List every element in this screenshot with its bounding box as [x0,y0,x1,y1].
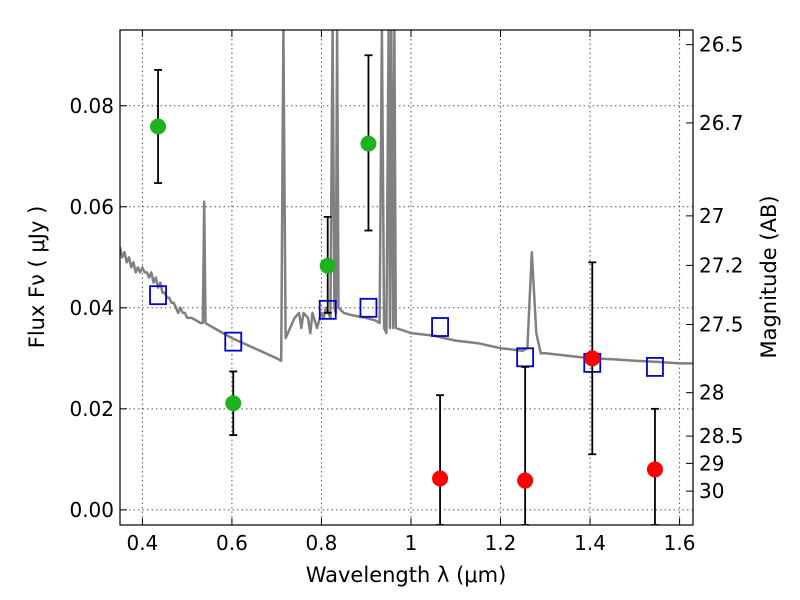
y-tick-label: 0.06 [69,195,114,219]
model-photometry-square [359,297,378,318]
right-tick-label: 28 [699,381,724,405]
y-tick-label: 0.00 [69,498,114,522]
x-tick-label: 1.6 [664,531,696,555]
nondetection-point [646,461,663,478]
right-tick-label: 26.7 [699,111,744,135]
y-tick-label: 0.08 [69,94,114,118]
detection-point [225,395,242,412]
right-tick-label: 27.2 [699,253,744,277]
right-tick-label: 27.5 [699,312,744,336]
nondetection-point [517,472,534,489]
axes: 0.4 0.6 0.8 1 1.2 1.4 1.6 0.00 0.02 0.04 0.06 0.08 2… [69,30,744,555]
grid-lines [120,30,693,525]
y-tick-label: 0.02 [69,397,114,421]
x-tick-label: 1.2 [485,531,517,555]
right-y-axis-label: Magnitude (AB) [757,195,781,358]
model-photometry-square [646,357,664,377]
detection-point [319,257,336,274]
x-tick-label: 1.4 [574,531,606,555]
spectrum-line [120,30,693,365]
nondetection-point [584,350,601,367]
model-photometry-square [224,331,243,352]
x-tick-label: 1 [405,531,418,555]
x-tick-label: 0.4 [126,531,158,555]
right-tick-label: 28.5 [699,424,744,448]
model-photometry-square [431,317,449,337]
detection-point [360,135,377,152]
right-tick-label: 26.5 [699,33,744,57]
x-axis-label: Wavelength λ (μm) [306,563,507,587]
model-photometry-square [149,285,167,306]
right-tick-label: 29 [699,451,724,475]
plot-area [120,30,693,525]
right-tick-label: 30 [699,479,724,503]
y-tick-label: 0.04 [69,296,114,320]
detection-point [150,118,167,135]
x-tick-label: 0.6 [216,531,248,555]
plot-frame [119,29,694,526]
right-tick-label: 27 [699,204,724,228]
x-tick-label: 0.8 [306,531,338,555]
y-axis-label: Flux Fν ( μJy ) [25,206,49,349]
nondetection-point [432,470,449,487]
